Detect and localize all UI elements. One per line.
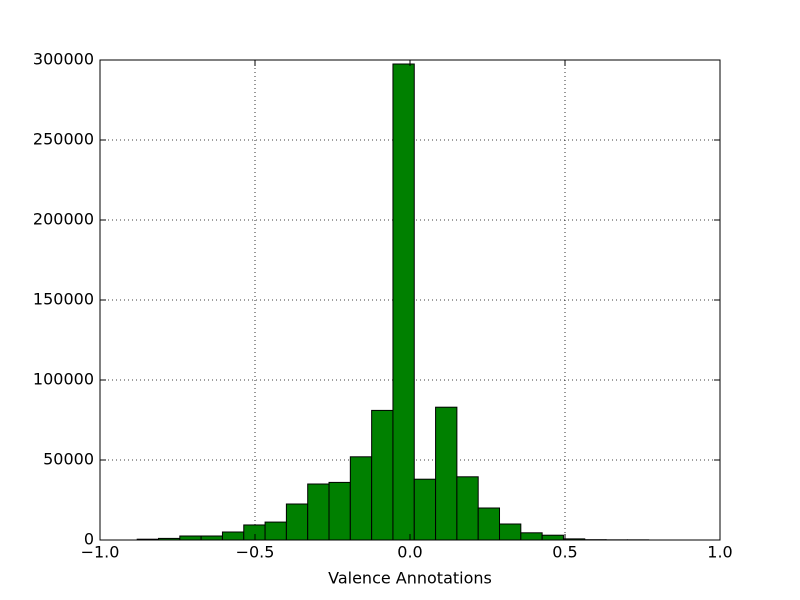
histogram-bar xyxy=(328,481,351,541)
histogram-bar xyxy=(371,409,394,541)
histogram-bar xyxy=(435,406,458,541)
y-tick-label: 250000 xyxy=(33,130,94,149)
y-tick-label: 50000 xyxy=(43,450,94,469)
x-tick-label: 0.0 xyxy=(397,543,422,562)
y-tick-label: 200000 xyxy=(33,210,94,229)
histogram-bar xyxy=(456,476,479,541)
x-tick-label: 1.0 xyxy=(707,543,732,562)
x-tick-label: −1.0 xyxy=(81,543,120,562)
histogram-bar xyxy=(477,507,501,541)
y-tick-label: 100000 xyxy=(33,370,94,389)
histogram-bar xyxy=(221,531,245,541)
x-tick-label: 0.5 xyxy=(552,543,577,562)
histogram-bar xyxy=(392,63,415,541)
histogram-bar xyxy=(541,534,564,541)
histogram-bar xyxy=(520,532,543,541)
histogram-bar xyxy=(349,456,373,541)
histogram-bar xyxy=(285,503,309,541)
x-tick-label: −0.5 xyxy=(236,543,275,562)
y-tick-label: 0 xyxy=(84,530,94,549)
histogram-bar xyxy=(200,535,223,541)
histogram-bar xyxy=(179,535,202,541)
histogram-bar xyxy=(499,523,522,541)
y-tick-label: 300000 xyxy=(33,50,94,69)
histogram-bar xyxy=(413,478,437,541)
histogram-bar xyxy=(264,521,287,541)
x-axis-label: Valence Annotations xyxy=(328,569,492,588)
histogram-bar xyxy=(307,483,330,541)
y-tick-label: 150000 xyxy=(33,290,94,309)
histogram-bar xyxy=(243,524,266,541)
